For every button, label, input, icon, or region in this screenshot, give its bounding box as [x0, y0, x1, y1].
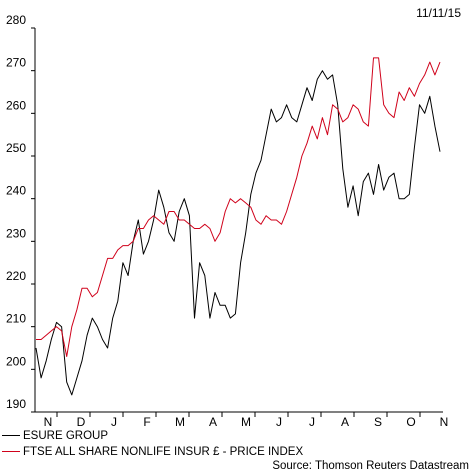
- y-tick-label: 190: [6, 397, 26, 411]
- x-tick-label: S: [374, 415, 382, 429]
- x-tick-label: J: [276, 415, 282, 429]
- series-line-esure: [35, 70, 441, 396]
- x-tick-label: O: [406, 415, 415, 429]
- y-tick-label: 230: [6, 226, 26, 240]
- series-lines: [35, 57, 441, 396]
- x-tick-label: N: [44, 415, 53, 429]
- y-tick-label: 260: [6, 98, 26, 112]
- legend-swatch-black: [2, 435, 20, 437]
- x-tick-label: M: [241, 415, 251, 429]
- x-tick-label: A: [341, 415, 349, 429]
- y-tick-label: 220: [6, 269, 26, 283]
- y-axis: 190 200 210 220 230 240 250 260 270 280: [6, 13, 36, 413]
- y-tick-label: 240: [6, 184, 26, 198]
- legend-swatch-red: [2, 451, 20, 453]
- legend-item-ftse: FTSE ALL SHARE NONLIFE INSUR £ - PRICE I…: [2, 446, 303, 458]
- y-tick-label: 280: [6, 13, 26, 27]
- x-tick-label: J: [111, 415, 117, 429]
- x-tick-label: N: [440, 415, 449, 429]
- series-line-ftse: [36, 57, 441, 357]
- y-tick-label: 200: [6, 354, 26, 368]
- legend-label-esure: ESURE GROUP: [23, 430, 108, 442]
- x-tick-label: F: [143, 415, 150, 429]
- x-tick-label: M: [175, 415, 185, 429]
- y-tick-label: 210: [6, 312, 26, 326]
- legend-item-esure: ESURE GROUP: [2, 430, 108, 442]
- x-tick-label: A: [209, 415, 217, 429]
- y-tick-label: 250: [6, 141, 26, 155]
- legend-label-ftse: FTSE ALL SHARE NONLIFE INSUR £ - PRICE I…: [23, 446, 304, 458]
- x-tick-label: J: [309, 415, 315, 429]
- y-tick-label: 270: [6, 56, 26, 70]
- x-tick-label: D: [77, 415, 86, 429]
- source-note: Source: Thomson Reuters Datastream: [272, 460, 469, 472]
- date-label: 11/11/15: [416, 6, 461, 20]
